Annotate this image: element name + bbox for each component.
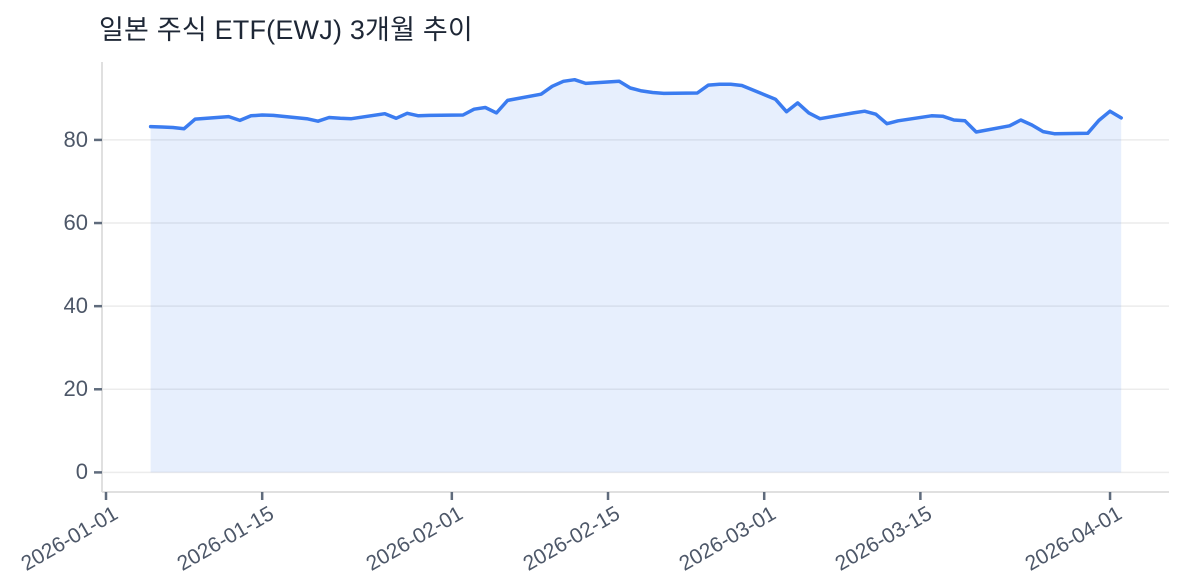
y-axis-tick-label: 40 <box>63 293 88 319</box>
series-area-fill <box>150 79 1122 473</box>
series-line <box>148 77 1123 136</box>
chart-title: 일본 주식 ETF(EWJ) 3개월 추이 <box>99 15 473 45</box>
y-axis-tick-label: 20 <box>63 376 88 402</box>
y-axis-tick-label: 0 <box>75 459 88 485</box>
y-axis-tick-label: 80 <box>63 126 88 152</box>
y-axis-tick-label: 60 <box>63 210 88 236</box>
